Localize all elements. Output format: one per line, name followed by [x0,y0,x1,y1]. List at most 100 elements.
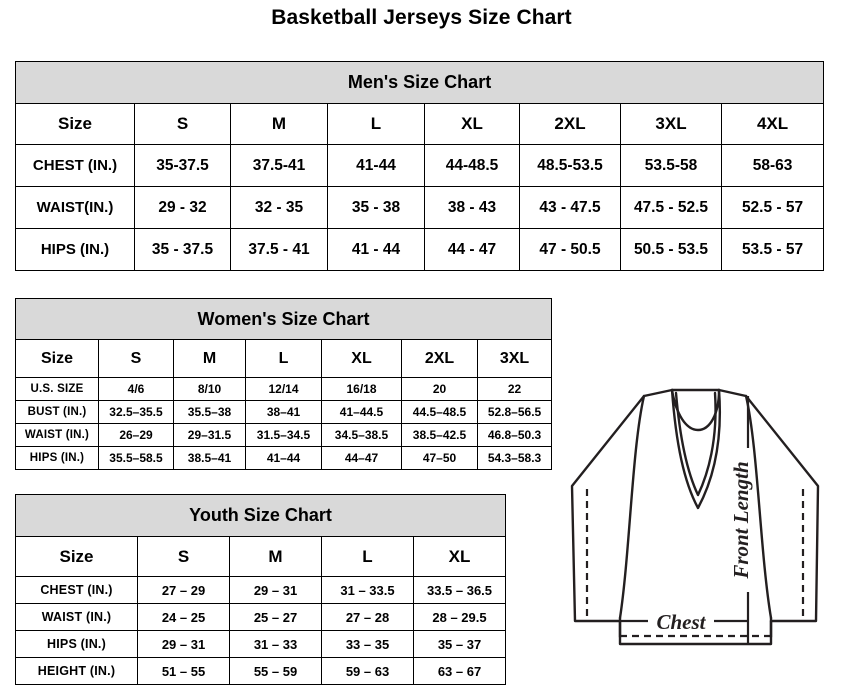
mens-cell-chest-m: 37.5-41 [230,144,328,187]
womens-cell-waist-xl: 34.5–38.5 [321,423,402,447]
mens-cell-chest-4xl: 58-63 [720,144,825,187]
youth-caption-row: Youth Size Chart [14,494,507,537]
mens-cell-hips-s: 35 - 37.5 [134,228,231,271]
youth-col-head-l: L [321,536,414,577]
jersey-collar-inner-1 [674,391,717,497]
jersey-measurement-diagram: Chest Front Length [548,352,843,674]
womens-caption-row: Women's Size Chart [14,298,553,340]
mens-row-label-hips: HIPS (IN.) [15,228,135,271]
womens-cell-hips-xl: 44–47 [321,446,402,470]
youth-col-head-xl: XL [412,536,507,577]
mens-col-head-s: S [134,103,231,145]
womens-cell-hips-m: 38.5–41 [173,446,246,470]
youth-col-head-m: M [229,536,322,577]
youth-cell-height-l: 59 – 63 [321,657,414,685]
mens-cell-waist-l: 35 - 38 [327,186,425,229]
womens-row-label-waist: WAIST (IN.) [15,423,99,447]
mens-cell-chest-3xl: 53.5-58 [620,144,722,187]
mens-cell-waist-3xl: 47.5 - 52.5 [620,186,722,229]
youth-row-label-chest: CHEST (IN.) [15,576,138,604]
youth-cell-chest-s: 27 – 29 [137,576,230,604]
mens-cell-waist-s: 29 - 32 [134,186,231,229]
womens-cell-bust-xl: 41–44.5 [321,400,402,424]
youth-cell-waist-l: 27 – 28 [321,603,414,631]
mens-cell-waist-4xl: 52.5 - 57 [720,186,825,229]
table-row: BUST (IN.) 32.5–35.5 35.5–38 38–41 41–44… [15,400,553,424]
mens-cell-waist-2xl: 43 - 47.5 [519,186,621,229]
jersey-outline-path [570,388,820,623]
jersey-body-sides [618,619,773,646]
table-row: WAIST (IN.) 26–29 29–31.5 31.5–34.5 34.5… [15,423,553,447]
womens-cell-bust-3xl: 52.8–56.5 [476,400,553,424]
womens-cell-waist-s: 26–29 [98,423,174,447]
youth-row-label-waist: WAIST (IN.) [15,603,138,631]
mens-col-head-l: L [327,103,425,145]
table-row: WAIST(IN.) 29 - 32 32 - 35 35 - 38 38 - … [15,186,825,229]
mens-header-row: Size S M L XL 2XL 3XL 4XL [15,103,825,145]
page-title: Basketball Jerseys Size Chart [271,6,572,29]
womens-cell-us-size-xl: 16/18 [321,377,402,401]
youth-cell-hips-l: 33 – 35 [321,630,414,658]
table-row: CHEST (IN.) 35-37.5 37.5-41 41-44 44-48.… [15,144,825,187]
youth-row-label-hips: HIPS (IN.) [15,630,138,658]
mens-col-head-2xl: 2XL [519,103,621,145]
youth-cell-chest-xl: 33.5 – 36.5 [412,576,507,604]
womens-cell-us-size-m: 8/10 [173,377,246,401]
womens-cell-hips-2xl: 47–50 [401,446,478,470]
womens-col-head-m: M [173,339,246,378]
womens-col-head-2xl: 2XL [401,339,478,378]
womens-cell-bust-2xl: 44.5–48.5 [401,400,478,424]
mens-col-head-m: M [230,103,328,145]
womens-col-head-l: L [245,339,322,378]
mens-cell-chest-s: 35-37.5 [134,144,231,187]
womens-cell-waist-l: 31.5–34.5 [245,423,322,447]
womens-header-row: Size S M L XL 2XL 3XL [15,339,553,378]
mens-col-head-xl: XL [424,103,520,145]
youth-cell-hips-m: 31 – 33 [229,630,322,658]
youth-cell-hips-xl: 35 – 37 [412,630,507,658]
table-row: WAIST (IN.) 24 – 25 25 – 27 27 – 28 28 –… [15,603,507,631]
womens-col-head-size: Size [15,339,99,378]
womens-cell-hips-3xl: 54.3–58.3 [476,446,553,470]
youth-cell-hips-s: 29 – 31 [137,630,230,658]
table-row: HIPS (IN.) 35 - 37.5 37.5 - 41 41 - 44 4… [15,228,825,271]
youth-col-head-s: S [137,536,230,577]
womens-col-head-xl: XL [321,339,402,378]
youth-chart-caption: Youth Size Chart [14,494,507,537]
jersey-left-sleeve-seam [618,394,646,620]
womens-cell-hips-s: 35.5–58.5 [98,446,174,470]
chest-measure-label: Chest [656,610,706,634]
womens-chart-caption: Women's Size Chart [14,298,553,340]
youth-col-head-size: Size [15,536,138,577]
youth-cell-height-s: 51 – 55 [137,657,230,685]
womens-cell-bust-m: 35.5–38 [173,400,246,424]
mens-cell-hips-l: 41 - 44 [327,228,425,271]
womens-cell-us-size-2xl: 20 [401,377,478,401]
womens-row-label-us-size: U.S. SIZE [15,377,99,401]
womens-cell-waist-2xl: 38.5–42.5 [401,423,478,447]
womens-col-head-s: S [98,339,174,378]
mens-cell-hips-4xl: 53.5 - 57 [720,228,825,271]
front-length-measure-label: Front Length [729,461,753,579]
womens-cell-bust-s: 32.5–35.5 [98,400,174,424]
mens-col-head-3xl: 3XL [620,103,722,145]
jersey-collar-band [670,388,721,432]
youth-cell-height-xl: 63 – 67 [412,657,507,685]
table-row: HIPS (IN.) 29 – 31 31 – 33 33 – 35 35 – … [15,630,507,658]
jersey-collar-outer [670,388,722,510]
mens-cell-hips-xl: 44 - 47 [424,228,520,271]
youth-cell-chest-m: 29 – 31 [229,576,322,604]
mens-row-label-waist: WAIST(IN.) [15,186,135,229]
mens-cell-hips-m: 37.5 - 41 [230,228,328,271]
mens-cell-chest-2xl: 48.5-53.5 [519,144,621,187]
mens-size-chart-table: Men's Size Chart Size S M L XL 2XL 3XL 4… [14,61,825,271]
womens-cell-us-size-3xl: 22 [476,377,553,401]
table-row: HIPS (IN.) 35.5–58.5 38.5–41 41–44 44–47… [15,446,553,470]
table-row: U.S. SIZE 4/6 8/10 12/14 16/18 20 22 [15,377,553,401]
mens-cell-waist-xl: 38 - 43 [424,186,520,229]
womens-cell-waist-3xl: 46.8–50.3 [476,423,553,447]
mens-chart-caption: Men's Size Chart [14,61,825,104]
mens-cell-chest-l: 41-44 [327,144,425,187]
youth-header-row: Size S M L XL [15,536,507,577]
mens-row-label-chest: CHEST (IN.) [15,144,135,187]
